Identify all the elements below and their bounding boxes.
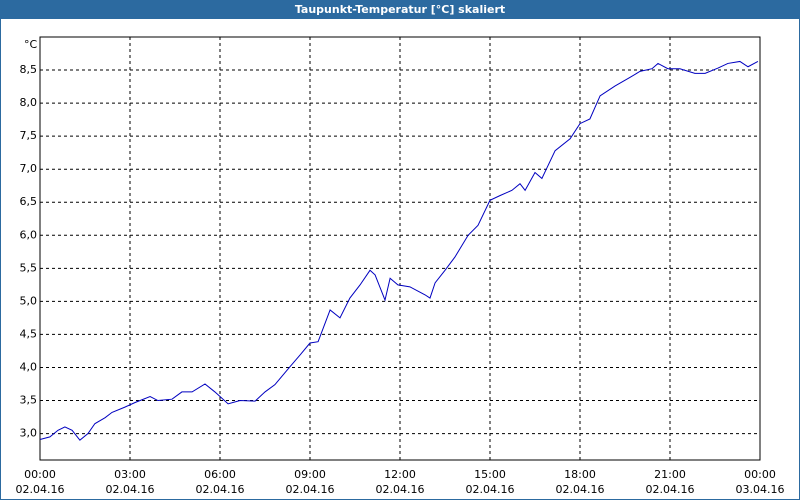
x-tick-date: 02.04.16 xyxy=(646,483,695,496)
y-tick-label: 6,0 xyxy=(20,228,38,241)
y-unit: °C xyxy=(24,38,38,51)
x-tick-label: 09:00 xyxy=(294,468,326,481)
x-tick-date: 02.04.16 xyxy=(466,483,515,496)
x-tick-date: 02.04.16 xyxy=(16,483,65,496)
x-tick-date: 02.04.16 xyxy=(286,483,335,496)
line xyxy=(39,60,759,441)
x-tick-date: 02.04.16 xyxy=(106,483,155,496)
y-tick-label: 7,5 xyxy=(20,129,38,142)
x-tick-label: 00:00 xyxy=(744,468,776,481)
chart-title: Taupunkt-Temperatur [°C] skaliert xyxy=(295,3,505,16)
x-tick-label: 15:00 xyxy=(474,468,506,481)
y-tick-label: 5,0 xyxy=(20,294,38,307)
x-tick-date: 03.04.16 xyxy=(736,483,785,496)
y-tick-label: 5,5 xyxy=(20,261,38,274)
y-tick-label: 7,0 xyxy=(20,162,38,175)
x-tick-label: 06:00 xyxy=(204,468,236,481)
x-tick-date: 02.04.16 xyxy=(556,483,605,496)
x-tick-label: 18:00 xyxy=(564,468,596,481)
y-tick-label: 8,0 xyxy=(20,96,38,109)
y-tick-label: 8,5 xyxy=(20,63,38,76)
y-tick-label: 4,0 xyxy=(20,360,38,373)
x-tick-label: 03:00 xyxy=(114,468,146,481)
x-tick-label: 21:00 xyxy=(654,468,686,481)
y-tick-label: 3,5 xyxy=(20,394,38,407)
y-tick-label: 6,5 xyxy=(20,195,38,208)
y-tick-label: 3,0 xyxy=(20,427,38,440)
title-bar xyxy=(0,0,800,19)
x-tick-label: 12:00 xyxy=(384,468,416,481)
x-tick-date: 02.04.16 xyxy=(376,483,425,496)
x-tick-label: 00:00 xyxy=(24,468,56,481)
x-tick-date: 02.04.16 xyxy=(196,483,245,496)
y-tick-label: 4,5 xyxy=(20,327,38,340)
